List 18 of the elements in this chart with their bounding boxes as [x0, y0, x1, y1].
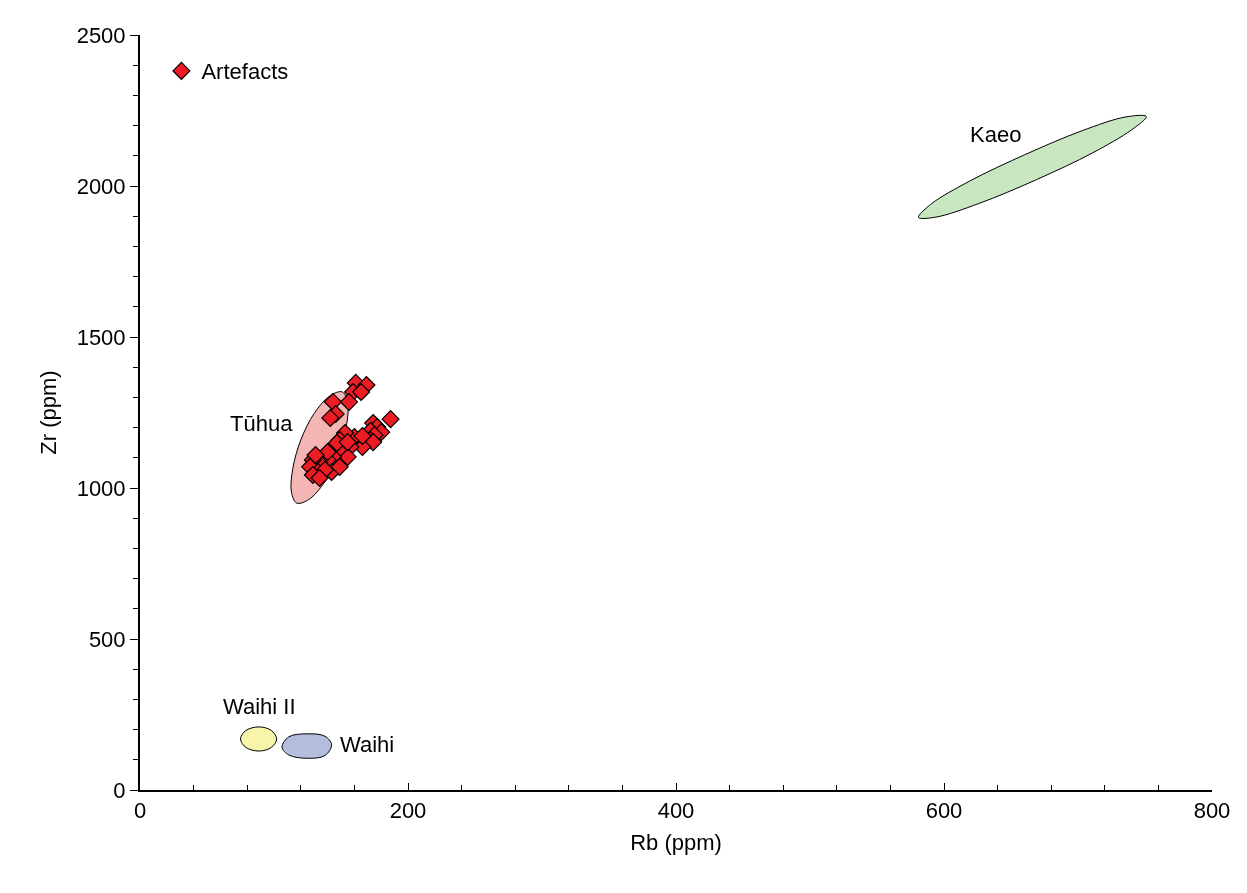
- x-tick-label: 0: [133, 798, 147, 824]
- x-axis-title: Rb (ppm): [630, 829, 722, 855]
- y-tick-label: 1500: [76, 324, 126, 350]
- y-axis-title: Zr (ppm): [35, 370, 61, 455]
- y-tick-label: 500: [88, 626, 126, 652]
- y-tick-label: 2000: [76, 173, 126, 199]
- y-tick-label: 1000: [76, 475, 126, 501]
- legend-label: Artefacts: [201, 59, 289, 85]
- x-tick-label: 800: [1193, 798, 1231, 824]
- y-tick-label: 2500: [76, 22, 126, 48]
- annotation: Waihi II: [223, 694, 296, 719]
- annotation: Kaeo: [970, 122, 1022, 147]
- annotation: Waihi: [340, 732, 395, 757]
- x-tick-label: 400: [657, 798, 695, 824]
- x-tick-label: 600: [925, 798, 963, 824]
- annotation: Tūhua: [230, 411, 294, 436]
- y-tick-label: 0: [113, 777, 126, 803]
- x-tick-label: 200: [389, 798, 427, 824]
